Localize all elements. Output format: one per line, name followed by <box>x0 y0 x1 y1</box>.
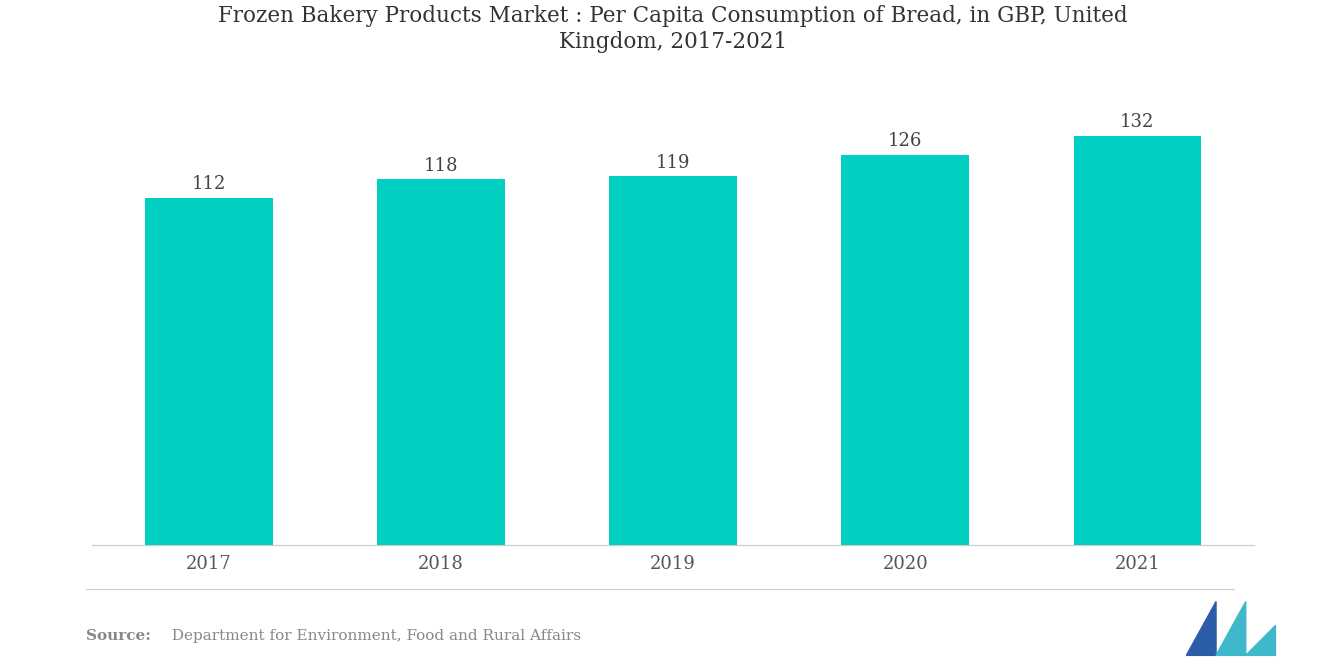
Bar <box>145 198 273 545</box>
Point <box>433 541 449 549</box>
Text: 119: 119 <box>656 154 690 172</box>
Title: Frozen Bakery Products Market : Per Capita Consumption of Bread, in GBP, United
: Frozen Bakery Products Market : Per Capi… <box>218 5 1129 53</box>
Polygon shape <box>1246 625 1275 656</box>
Bar <box>378 180 506 545</box>
Bar <box>610 176 737 545</box>
Text: 132: 132 <box>1121 114 1155 132</box>
Bar <box>1073 136 1201 545</box>
Point <box>201 541 216 549</box>
Text: 118: 118 <box>424 157 458 175</box>
Text: 126: 126 <box>888 132 923 150</box>
Text: 112: 112 <box>191 176 226 194</box>
Text: Department for Environment, Food and Rural Affairs: Department for Environment, Food and Rur… <box>162 628 581 643</box>
Text: Source:: Source: <box>86 628 150 643</box>
Bar <box>841 155 969 545</box>
Polygon shape <box>1187 601 1216 656</box>
Polygon shape <box>1216 601 1246 656</box>
